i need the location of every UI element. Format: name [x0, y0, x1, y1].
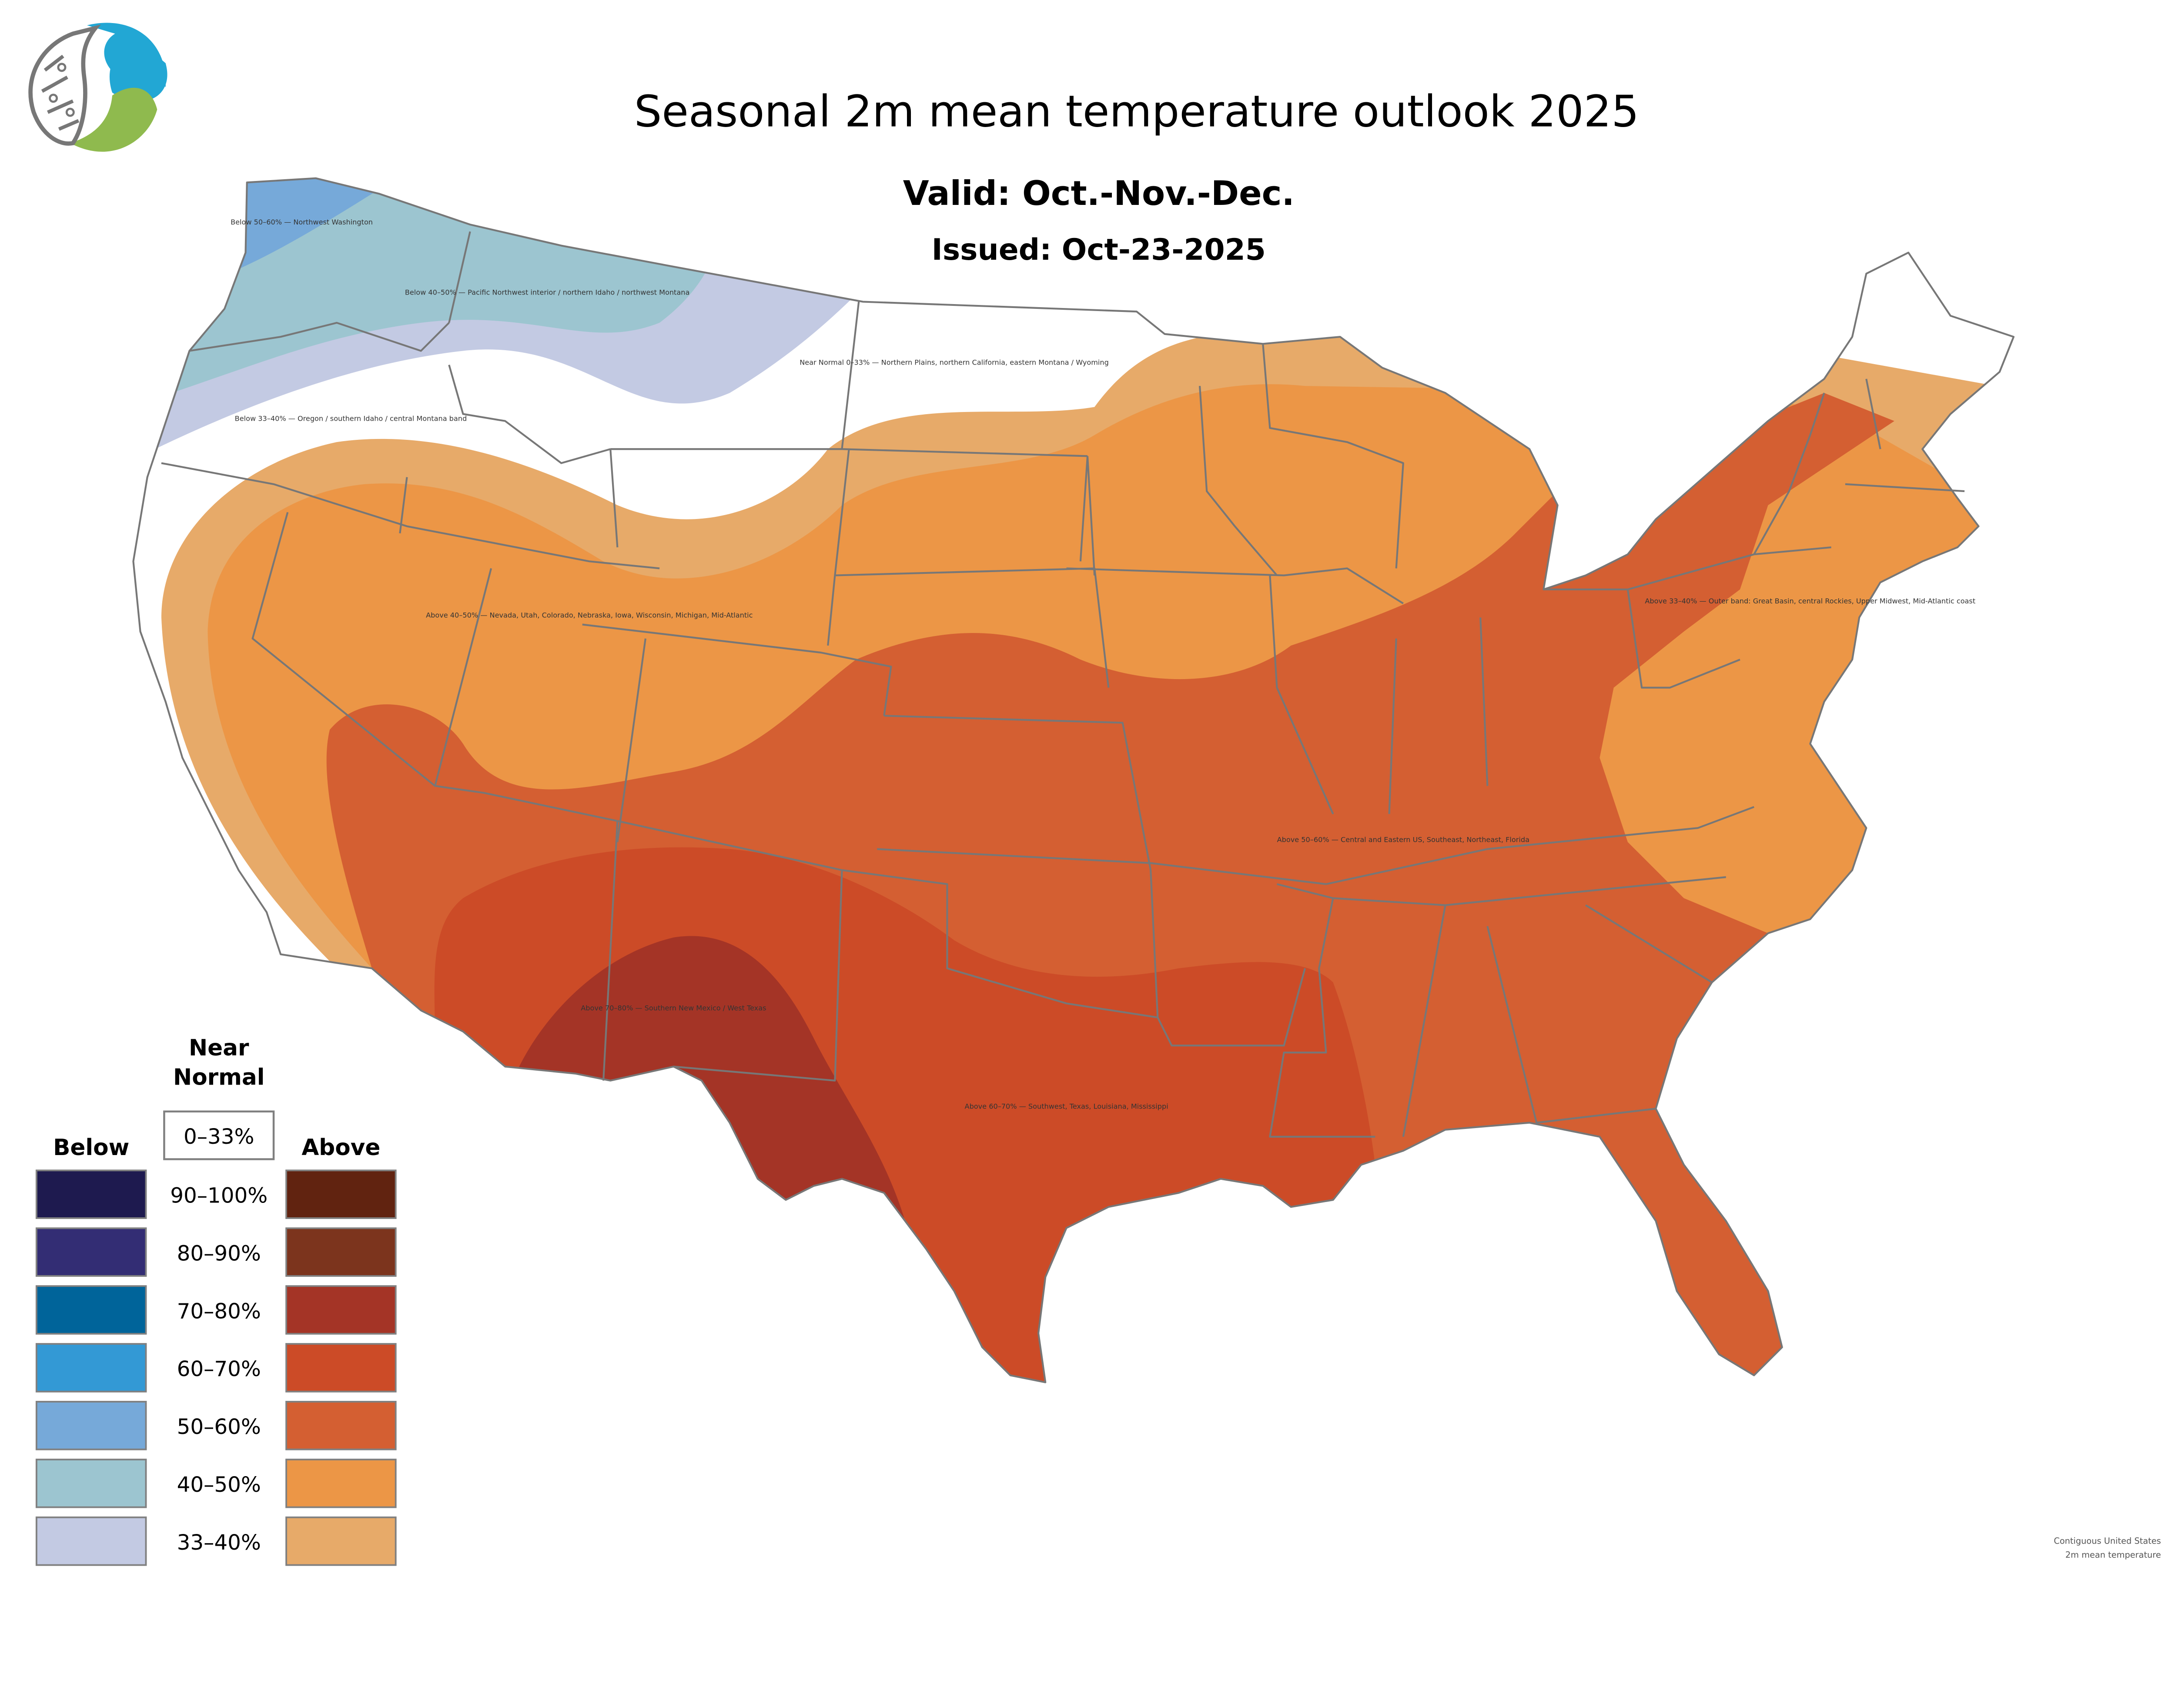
legend-swatch-above-6	[285, 1516, 397, 1566]
legend-swatch-above-3	[285, 1343, 397, 1393]
zone-label-6: Above 50–60% — Central and Eastern US, S…	[1277, 835, 1529, 844]
figure-canvas: Seasonal 2m mean temperature outlook 202…	[28, 23, 2161, 1566]
legend-swatch-above-4	[285, 1400, 397, 1450]
legend: Near Normal 0–33% Below Above 90–100% 80–…	[35, 1035, 397, 1566]
zone-labels: Below 40–50% — Pacific Northwest interio…	[231, 218, 1975, 1110]
legend-swatch-below-3	[35, 1343, 147, 1393]
legend-row-label-6: 33–40%	[177, 1531, 261, 1555]
legend-row-label-4: 50–60%	[177, 1415, 261, 1439]
legend-swatch-below-1	[35, 1227, 147, 1277]
zone-label-5: Above 40–50% — Nevada, Utah, Colorado, N…	[426, 611, 753, 619]
zone-label-4: Above 33–40% — Outer band: Great Basin, …	[1645, 597, 1975, 605]
legend-near-normal-label: 0–33%	[184, 1125, 254, 1149]
legend-near-normal-heading-line1: Near	[189, 1035, 249, 1061]
legend-below-heading: Below	[53, 1135, 129, 1161]
zone-label-7: Above 60–70% — Southwest, Texas, Louisia…	[965, 1102, 1168, 1110]
water-leaf-circuit-logo-icon	[28, 23, 167, 152]
legend-swatch-above-2	[285, 1285, 397, 1335]
issued-date: Issued: Oct-23-2025	[932, 232, 1266, 267]
zone-label-3: Near Normal 0–33% — Northern Plains, nor…	[800, 358, 1109, 367]
zone-label-0: Below 40–50% — Pacific Northwest interio…	[405, 288, 689, 296]
legend-swatch-above-0	[285, 1169, 397, 1219]
legend-row-label-2: 70–80%	[177, 1299, 261, 1323]
legend-row-label-0: 90–100%	[170, 1184, 268, 1208]
legend-swatch-below-2	[35, 1285, 147, 1335]
zone-label-1: Below 50–60% — Northwest Washington	[231, 218, 373, 226]
legend-swatch-above-1	[285, 1227, 397, 1277]
legend-row-label-5: 40–50%	[177, 1473, 261, 1497]
legend-above-heading: Above	[301, 1135, 380, 1161]
legend-rows: 90–100% 80–90% 70–80% 60–70% 50–60% 40–50% 33–…	[35, 1169, 397, 1566]
legend-row-label-3: 60–70%	[177, 1357, 261, 1381]
zone-label-2: Below 33–40% — Oregon / southern Idaho /…	[235, 415, 467, 423]
outlook-figure: Seasonal 2m mean temperature outlook 202…	[28, 23, 2161, 1566]
map-region: Contiguous United States	[2054, 1536, 2161, 1546]
legend-swatch-below-6	[35, 1516, 147, 1566]
legend-near-normal-heading-line2: Normal	[173, 1065, 264, 1091]
legend-swatch-below-5	[35, 1458, 147, 1508]
legend-swatch-near-normal	[163, 1110, 275, 1160]
zone-below-50-60	[210, 178, 379, 281]
valid-period: Valid: Oct.-Nov.-Dec.	[903, 174, 1295, 213]
legend-swatch-above-5	[285, 1458, 397, 1508]
state-boundaries	[133, 178, 2014, 1383]
legend-swatch-below-0	[35, 1169, 147, 1219]
legend-row-label-1: 80–90%	[177, 1241, 261, 1266]
legend-swatch-below-4	[35, 1400, 147, 1450]
map-variable: 2m mean temperature	[2065, 1550, 2161, 1560]
chart-title: Seasonal 2m mean temperature outlook 202…	[634, 86, 1639, 137]
zone-label-8: Above 70–80% — Southern New Mexico / Wes…	[581, 1004, 766, 1012]
